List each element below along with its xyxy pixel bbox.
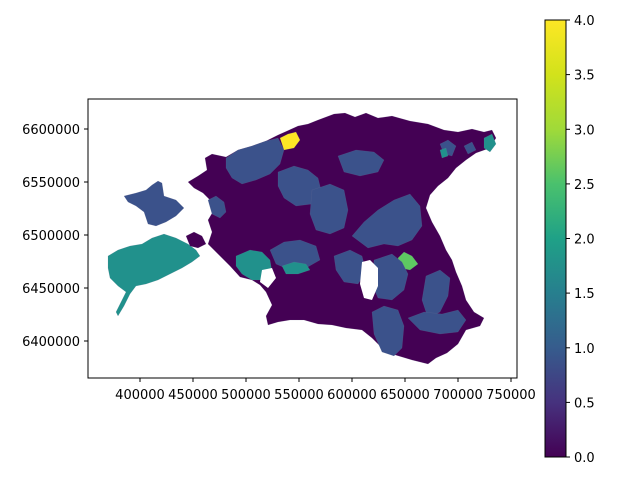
lake-central — [360, 260, 378, 300]
x-tick-label: 550000 — [274, 388, 324, 403]
x-tick-label: 450000 — [168, 388, 218, 403]
colorbar-tick-label: 1.0 — [574, 342, 595, 357]
x-tick-label: 750000 — [486, 388, 536, 403]
region-tallinn — [279, 131, 301, 151]
y-tick-label: 6500000 — [22, 229, 80, 244]
lake-vortsjarv — [260, 268, 276, 288]
region-jogeva — [351, 193, 423, 249]
region-voru — [407, 309, 467, 335]
region-ne-coast-3 — [439, 147, 449, 159]
colorbar-tick-label: 0.0 — [574, 451, 595, 466]
region-valga — [371, 305, 405, 357]
region-hiiumaa — [123, 180, 185, 227]
colorbar-tick-label: 2.5 — [574, 178, 595, 193]
colorbar-tick-label: 0.5 — [574, 396, 595, 411]
colorbar-tick-label: 3.0 — [574, 123, 595, 138]
region-laane-viru — [337, 149, 385, 177]
region-viljandi — [269, 239, 321, 271]
x-tick-label: 600000 — [327, 388, 377, 403]
x-axis: 400000 450000 500000 550000 600000 65000… — [115, 378, 536, 403]
colorbar-tick-label: 1.5 — [574, 287, 595, 302]
region-saaremaa — [107, 233, 201, 317]
region-harju-west — [225, 137, 285, 185]
y-axis: 6600000 6550000 6500000 6450000 6400000 — [22, 123, 88, 350]
x-tick-label: 400000 — [115, 388, 165, 403]
map-regions — [107, 112, 497, 365]
region-ne-coast-4 — [463, 141, 477, 155]
region-parnu-east — [281, 261, 311, 275]
y-tick-label: 6450000 — [22, 282, 80, 297]
colorbar-tick-label: 2.0 — [574, 233, 595, 248]
colorbar-tick-label: 3.5 — [574, 69, 595, 84]
colorbar: 0.0 0.5 1.0 1.5 2.0 2.5 3.0 3.5 4.0 — [544, 14, 595, 466]
region-polva — [421, 269, 451, 319]
colorbar-gradient — [544, 19, 567, 458]
colorbar-tick-label: 4.0 — [574, 14, 595, 29]
y-tick-label: 6550000 — [22, 176, 80, 191]
x-tick-label: 650000 — [380, 388, 430, 403]
region-jarva-central — [309, 183, 349, 235]
region-vormsi — [207, 195, 227, 219]
y-tick-label: 6400000 — [22, 335, 80, 350]
region-muhu — [185, 231, 207, 249]
y-tick-label: 6600000 — [22, 123, 80, 138]
x-tick-label: 500000 — [221, 388, 271, 403]
region-ne-coast-2 — [483, 133, 497, 153]
x-tick-label: 700000 — [433, 388, 483, 403]
